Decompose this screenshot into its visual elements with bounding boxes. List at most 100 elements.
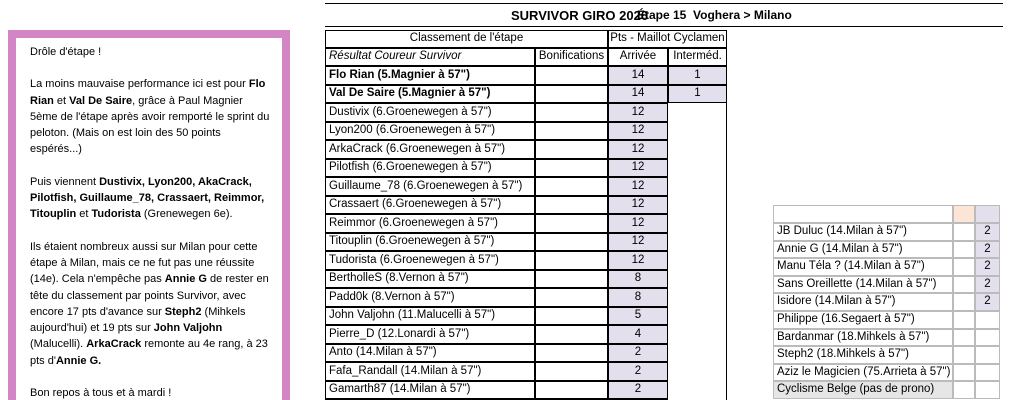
rider-name: Anto (14.Milan à 57") — [325, 343, 535, 362]
bonus-cell — [535, 84, 608, 103]
intermediate-cell — [668, 195, 727, 214]
side-points: 2 — [975, 275, 1000, 294]
intermediate-cell — [668, 288, 727, 307]
side-points: 2 — [975, 240, 1000, 259]
arrival-points: 12 — [608, 251, 668, 270]
note-text: Flo Rian — [30, 78, 266, 107]
bonus-cell — [535, 177, 608, 196]
arrival-points: 2 — [608, 343, 668, 362]
arrival-points: 5 — [608, 306, 668, 325]
rider-name: Reimmor (6.Groenewegen à 57") — [325, 214, 535, 233]
note-text: Bon repos à tous et à mardi ! — [30, 387, 172, 400]
arrival-points: 12 — [608, 121, 668, 140]
arrival-points: 8 — [608, 269, 668, 288]
note-text: Tudorista — [91, 208, 141, 221]
intermediate-cell — [668, 362, 727, 381]
side-cell — [953, 240, 975, 259]
rider-name: Pierre_D (12.Lonardi à 57") — [325, 325, 535, 344]
note-text: de rester en tête du classement par poin… — [30, 273, 269, 318]
bonus-cell — [535, 158, 608, 177]
arrival-points: 4 — [608, 325, 668, 344]
column-header: Résultat Coureur Survivor — [325, 48, 535, 66]
side-header — [953, 205, 975, 223]
rider-name: Crassaert (6.Groenewegen à 57") — [325, 195, 535, 214]
column-header: Bonifications — [535, 48, 608, 66]
side-rider-name: Steph2 (18.Mihkels à 57") — [773, 346, 953, 364]
stage: Étape 15 Voghera > Milano — [637, 8, 792, 22]
side-cell — [953, 311, 975, 329]
intermediate-cell — [668, 177, 727, 196]
intermediate-cell — [668, 232, 727, 251]
column-header: Interméd. — [668, 48, 727, 66]
note-paragraph: La moins mauvaise performance ici est po… — [30, 76, 270, 157]
intermediate-cell — [668, 306, 727, 325]
note-text: Ils étaient nombreux aussi sur Milan pou… — [30, 240, 258, 286]
intermediate-cell — [668, 214, 727, 233]
intermediate-cell — [668, 158, 727, 177]
rider-name: Fafa_Randall (14.Milan à 57") — [325, 362, 535, 381]
side-rider-name: Aziz le Magicien (75.Arrieta à 57") — [773, 363, 953, 382]
intermediate-points: 1 — [668, 66, 727, 85]
side-rider-name: Annie G (14.Milan à 57") — [773, 240, 953, 259]
group-header: Classement de l'étape — [325, 30, 608, 48]
note-text: Val De Saire — [69, 94, 133, 107]
note-text: remonte au 4e rang, à 23 pts d' — [30, 338, 268, 367]
note-paragraph: Drôle d'étape ! — [30, 44, 270, 60]
rider-name: Padd0k (8.Vernon à 57") — [325, 288, 535, 307]
note-text: John Valjohn — [153, 322, 223, 335]
bonus-cell — [535, 103, 608, 122]
note-text: (Mihkels aujourd'hui) et 19 pts sur — [30, 305, 246, 335]
side-points: 2 — [975, 223, 1000, 241]
rider-name: Pilotfish (6.Groenewegen à 57") — [325, 158, 535, 177]
side-cell — [975, 381, 1000, 399]
intermediate-points: 1 — [668, 84, 727, 103]
note-text: (Malucelli). — [30, 338, 87, 351]
rider-name: Dustivix (6.Groenewegen à 57") — [325, 103, 535, 122]
side-cell — [953, 381, 975, 399]
side-rider-name: JB Duluc (14.Milan à 57") — [773, 223, 953, 241]
title-band: SURVIVOR GIRO 2026 Étape 15 Voghera > Mi… — [325, 3, 1003, 27]
rider-name: Tudorista (6.Groenewegen à 57") — [325, 251, 535, 270]
intermediate-cell — [668, 380, 727, 399]
side-cell — [953, 346, 975, 364]
note-box: Drôle d'étape ! La moins mauvaise perform… — [8, 30, 290, 400]
arrival-points: 2 — [608, 380, 668, 399]
bonus-cell — [535, 195, 608, 214]
note-text: Puis viennent — [30, 175, 100, 188]
intermediate-cell — [668, 325, 727, 344]
bonus-cell — [535, 251, 608, 270]
note-text: , grâce à Paul Magnier 5ème de l'étape a… — [30, 94, 270, 156]
arrival-points: 12 — [608, 103, 668, 122]
bonus-cell — [535, 343, 608, 362]
side-rider-name: Cyclisme Belge (pas de prono) — [773, 381, 953, 399]
note-paragraph: Bon repos à tous et à mardi ! — [30, 385, 270, 400]
rider-name: Gamarth87 (14.Milan à 57") — [325, 380, 535, 399]
intermediate-cell — [668, 140, 727, 159]
note-text: Annie G. — [55, 354, 102, 367]
rider-name: ArkaCrack (6.Groenewegen à 57") — [325, 140, 535, 159]
side-rider-name: Philippe (16.Segaert à 57") — [773, 311, 953, 329]
side-cell — [953, 223, 975, 241]
intermediate-cell — [668, 269, 727, 288]
side-points: 2 — [975, 293, 1000, 311]
bonus-cell — [535, 232, 608, 251]
rider-name: Lyon200 (6.Groenewegen à 57") — [325, 121, 535, 140]
group-header: Pts - Maillot Cyclamen — [608, 30, 727, 48]
bonus-cell — [535, 214, 608, 233]
bonus-cell — [535, 269, 608, 288]
arrival-points: 12 — [608, 195, 668, 214]
side-header — [773, 205, 953, 223]
side-points: 2 — [975, 258, 1000, 276]
arrival-points: 14 — [608, 84, 668, 103]
side-cell — [953, 363, 975, 382]
rider-name: Guillaume_78 (6.Groenewegen à 57") — [325, 177, 535, 196]
arrival-points: 2 — [608, 362, 668, 381]
side-cell — [975, 363, 1000, 382]
side-rider-name: Manu Téla ? (14.Milan à 57") — [773, 258, 953, 276]
intermediate-cell — [668, 251, 727, 270]
bonus-cell — [535, 121, 608, 140]
side-cell — [953, 275, 975, 294]
bonus-cell — [535, 362, 608, 381]
rider-name: Flo Rian (5.Magnier à 57") — [325, 66, 535, 85]
bonus-cell — [535, 66, 608, 85]
